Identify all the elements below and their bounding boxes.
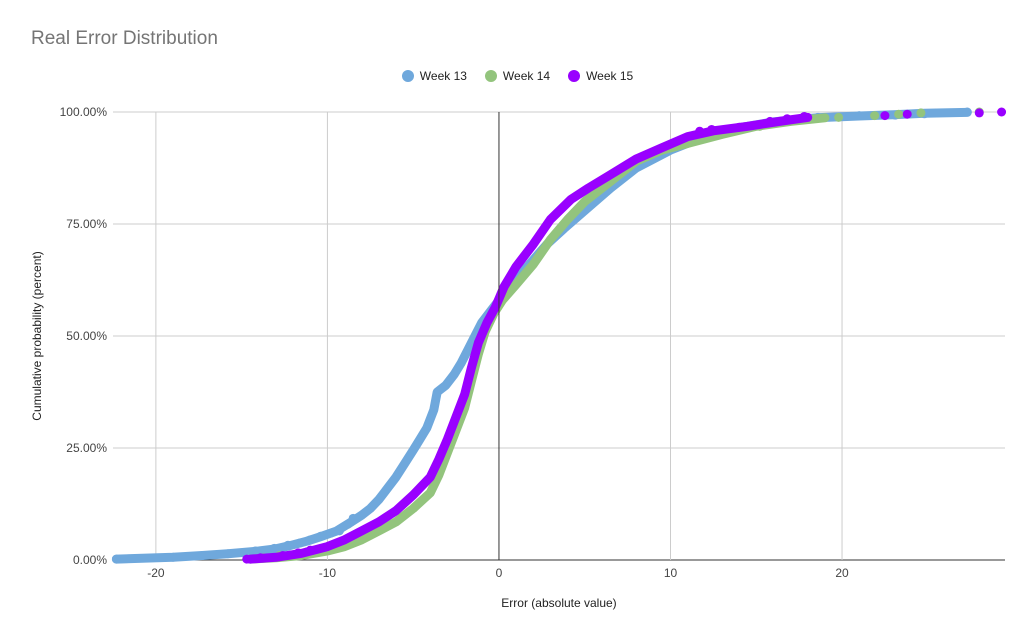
y-axis-title: Cumulative probability (percent) <box>30 251 44 420</box>
data-point <box>894 109 904 119</box>
legend-swatch-week-13 <box>401 70 414 82</box>
data-point <box>295 538 305 548</box>
data-point <box>765 116 775 126</box>
x-axis-title: Error (absolute value) <box>501 596 616 610</box>
data-point <box>334 526 344 536</box>
data-point <box>326 528 336 538</box>
data-point <box>734 122 744 132</box>
data-point <box>168 552 178 562</box>
grid <box>113 111 1005 561</box>
legend-item-week-14[interactable]: Week 14 <box>484 69 551 83</box>
data-point <box>799 111 809 121</box>
data-point <box>283 540 293 550</box>
data-point <box>962 107 972 117</box>
data-point <box>707 124 717 134</box>
data-point <box>197 551 207 561</box>
chart-title: Real Error Distribution <box>31 28 218 49</box>
data-point <box>695 126 705 136</box>
legend-item-week-13[interactable]: Week 13 <box>401 69 467 83</box>
data-point <box>343 519 353 529</box>
legend-label-week-13: Week 13 <box>419 69 467 83</box>
data-point <box>250 546 260 556</box>
series-curve-1 <box>245 113 830 564</box>
x-axis: -20 -10 0 10 20 <box>147 566 849 580</box>
series-curve-2 <box>245 112 813 564</box>
y-axis: 0.00% 25.00% 50.00% 75.00% 100.00% <box>60 105 108 567</box>
y-tick-label: 75.00% <box>66 217 107 231</box>
data-point <box>269 543 279 553</box>
x-tick-label: -20 <box>147 566 165 580</box>
data-point <box>782 114 792 124</box>
x-tick-label: -10 <box>319 566 337 580</box>
data-point <box>880 111 890 121</box>
legend: Week 13 Week 14 Week 15 <box>0 69 1035 83</box>
data-point <box>305 545 315 555</box>
data-point <box>974 108 984 118</box>
data-point <box>242 554 252 564</box>
data-point <box>256 553 266 563</box>
data-point <box>348 513 358 523</box>
data-point <box>111 554 121 564</box>
data-point <box>223 549 233 559</box>
y-tick-label: 100.00% <box>60 105 108 119</box>
data-point <box>916 108 926 118</box>
legend-item-week-15[interactable]: Week 15 <box>568 69 633 83</box>
legend-swatch-week-14 <box>484 70 497 82</box>
data-point <box>870 111 880 121</box>
series-2 <box>242 107 1007 564</box>
data-point <box>997 107 1007 117</box>
x-tick-label: 10 <box>664 566 678 580</box>
data-point <box>293 548 303 558</box>
x-tick-label: 0 <box>496 566 503 580</box>
data-point <box>316 531 326 541</box>
data-point <box>854 111 864 121</box>
legend-label-week-15: Week 15 <box>586 69 634 83</box>
x-tick-label: 20 <box>835 566 849 580</box>
data-point <box>834 112 844 122</box>
data-point <box>305 535 315 545</box>
y-tick-label: 50.00% <box>66 329 107 343</box>
legend-swatch-week-15 <box>568 70 581 82</box>
data-point <box>278 551 288 561</box>
y-tick-label: 25.00% <box>66 441 107 455</box>
legend-label-week-14: Week 14 <box>502 69 551 83</box>
data-point <box>902 109 912 119</box>
series-layer <box>111 107 1007 564</box>
y-tick-label: 0.00% <box>73 553 107 567</box>
